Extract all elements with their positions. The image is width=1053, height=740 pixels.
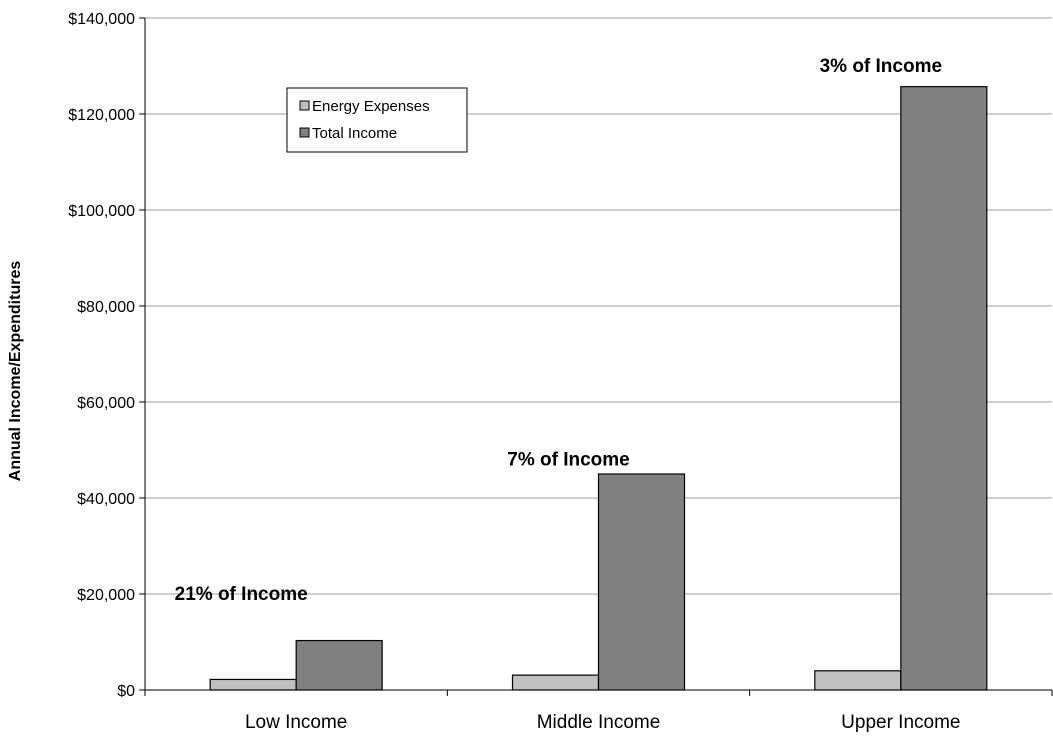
y-tick-label: $140,000 [68, 11, 135, 28]
y-axis-label: Annual Income/Expenditures [7, 261, 24, 482]
y-tick-label: $120,000 [68, 107, 135, 124]
legend-swatch [299, 127, 310, 138]
bar-total-income [295, 639, 383, 691]
axes [139, 17, 1053, 696]
x-category-label: Upper Income [841, 712, 960, 733]
bars [209, 86, 988, 691]
y-tick-label: $60,000 [77, 395, 135, 412]
percent-annotation: 21% of Income [175, 584, 308, 605]
legend: Energy Expenses Total Income [286, 87, 468, 153]
annotations: 21% of Income 7% of Income 3% of Income [175, 56, 942, 605]
bar-total-income [597, 473, 686, 691]
y-tick-label: $40,000 [77, 491, 135, 508]
y-tick-labels: $0 $20,000 $40,000 $60,000 $80,000 $100,000 $1… [68, 11, 135, 700]
y-tick-label: $20,000 [77, 587, 135, 604]
x-category-labels: Low Income Middle Income Upper Income [245, 712, 961, 733]
percent-annotation: 3% of Income [820, 56, 942, 77]
bar-energy-expenses [209, 678, 297, 691]
bar-total-income [900, 86, 988, 691]
legend-box [286, 87, 468, 153]
legend-label: Energy Expenses [312, 98, 430, 115]
percent-annotation: 7% of Income [507, 450, 629, 471]
x-category-label: Low Income [245, 712, 347, 733]
y-tick-label: $100,000 [68, 203, 135, 220]
y-tick-label: $0 [117, 683, 135, 700]
bar-energy-expenses [814, 670, 902, 691]
legend-label: Total Income [312, 125, 397, 142]
legend-swatch [299, 100, 310, 111]
y-tick-label: $80,000 [77, 299, 135, 316]
x-category-label: Middle Income [537, 712, 661, 733]
bar-energy-expenses [511, 674, 600, 691]
